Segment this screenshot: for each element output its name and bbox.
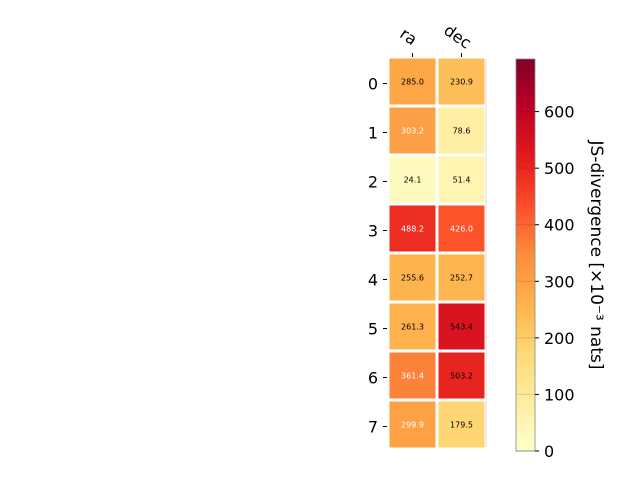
heatmap-cell	[389, 352, 436, 399]
heatmap-cell	[438, 205, 485, 252]
heatmap-cell	[438, 107, 485, 154]
colorbar-tick-label: 100	[544, 385, 575, 404]
cell-value-label: 78.6	[453, 127, 471, 136]
cell-value-label: 299.9	[401, 421, 424, 430]
cell-value-label: 543.4	[450, 323, 473, 332]
cell-value-label: 261.3	[401, 323, 424, 332]
colorbar-tick-label: 500	[544, 159, 575, 178]
row-label: 0	[368, 75, 378, 94]
colorbar-ticks: 0 100 200 300 400 500 600	[516, 103, 575, 461]
row-label: 3	[368, 222, 378, 241]
heatmap-cell	[438, 254, 485, 301]
row-label: 7	[368, 418, 378, 437]
heatmap-cell	[389, 58, 436, 105]
cell-value-label: 285.0	[401, 78, 424, 87]
heatmap-cell	[438, 401, 485, 448]
row-label: 5	[368, 320, 378, 339]
cell-value-label: 503.2	[450, 372, 473, 381]
heatmap-cells: 285.0 230.9 303.2 78.6 24.1 51.4 488.2 426.0 255…	[389, 58, 487, 448]
cell-value-label: 488.2	[401, 225, 424, 234]
heatmap-cell	[389, 401, 436, 448]
cell-value-label: 426.0	[450, 225, 473, 234]
colorbar-tick-label: 200	[544, 329, 575, 348]
colorbar: 0 100 200 300 400 500 600 JS-divergence [×10⁻³…	[515, 58, 606, 461]
heatmap-cell	[438, 156, 485, 203]
cell-value-label: 230.9	[450, 78, 473, 87]
colorbar-label: JS-divergence [×10⁻³ nats]	[586, 140, 606, 370]
heatmap-cell	[438, 303, 485, 350]
cell-value-label: 24.1	[404, 176, 422, 185]
cell-value-label: 255.6	[401, 274, 424, 283]
colorbar-tick-label: 0	[544, 442, 554, 461]
column-ticks: ra dec	[396, 20, 475, 57]
row-label: 4	[368, 271, 378, 290]
cell-value-label: 179.5	[450, 421, 473, 430]
cell-value-label: 361.4	[401, 372, 424, 381]
heatmap-cell	[389, 205, 436, 252]
column-label: dec	[440, 20, 474, 52]
row-ticks: 0 1 2 3 4 5 6 7	[368, 75, 387, 437]
colorbar-tick-label: 400	[544, 216, 575, 235]
cell-value-label: 51.4	[453, 176, 471, 185]
column-label: ra	[396, 24, 420, 49]
colorbar-tick-label: 300	[544, 272, 575, 291]
heatmap-cell	[389, 303, 436, 350]
heatmap-cell	[389, 156, 436, 203]
heatmap-cell	[438, 352, 485, 399]
cell-value-label: 303.2	[401, 127, 424, 136]
row-label: 6	[368, 369, 378, 388]
cell-value-label: 252.7	[450, 274, 473, 283]
colorbar-tick-label: 600	[544, 103, 575, 122]
row-label: 2	[368, 173, 378, 192]
heatmap-cell	[389, 254, 436, 301]
heatmap-cell	[389, 107, 436, 154]
heatmap-cell	[438, 58, 485, 105]
colorbar-gradient	[515, 58, 536, 452]
row-label: 1	[368, 124, 378, 143]
